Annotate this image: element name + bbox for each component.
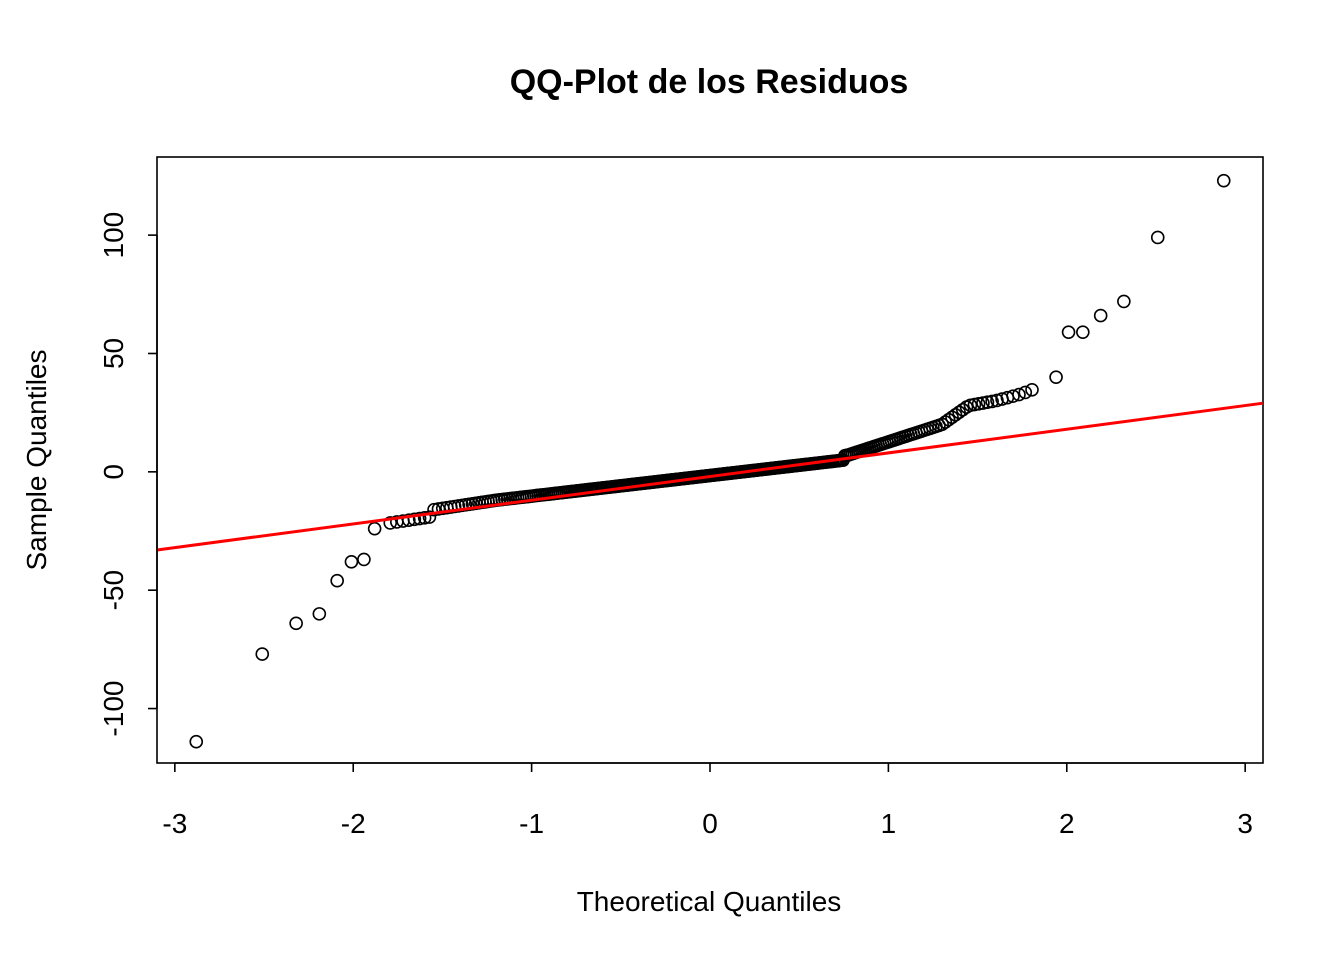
qq-reference-line [156,401,1264,552]
data-point [1216,173,1231,188]
x-tick-label: 0 [702,808,718,839]
data-point [1093,308,1108,323]
y-tick-label: 100 [98,212,129,259]
y-tick-label: -100 [98,681,129,737]
x-axis: -3 -2 -1 0 1 2 3 [162,762,1253,839]
plot-frame [156,156,1264,764]
data-point [289,616,303,631]
x-tick-label: 2 [1059,808,1075,839]
chart-title: QQ-Plot de los Residuos [510,63,909,101]
data-point [344,554,359,569]
data-point [402,513,416,527]
data-point [417,511,432,525]
data-point [976,396,990,410]
data-point [427,502,441,517]
x-tick-label: 1 [881,808,897,839]
x-axis-label: Theoretical Quantiles [577,886,842,917]
x-tick-label: 3 [1237,808,1253,839]
x-tick-label: -3 [162,808,187,839]
data-point [1049,370,1063,384]
y-tick-label: 0 [98,464,129,480]
plot-area [156,156,1264,764]
data-point [357,552,371,567]
data-point [1012,387,1026,402]
data-point [312,607,327,621]
data-point [1061,325,1076,339]
x-tick-label: -1 [519,808,544,839]
y-axis-label: Sample Quantiles [21,349,52,570]
data-point [985,394,999,409]
y-tick-label: 50 [98,338,129,369]
data-point [945,410,959,425]
data-point [407,512,422,527]
data-point [1025,382,1039,397]
data-point [330,573,344,588]
data-point [383,516,398,530]
x-tick-label: -2 [341,808,366,839]
data-point [255,647,270,661]
data-point [412,511,427,526]
data-point [941,412,956,427]
data-point [1076,325,1090,339]
data-point [1018,385,1033,400]
data-point [955,402,970,417]
data-point [1006,389,1020,403]
y-tick-label: -50 [98,570,129,610]
data-point [367,521,382,536]
data-point [1117,294,1131,309]
data-point [189,734,204,749]
data-point [422,510,437,524]
y-axis: -100 -50 0 50 100 [98,212,158,737]
data-point [980,395,995,410]
data-point [1150,230,1165,245]
